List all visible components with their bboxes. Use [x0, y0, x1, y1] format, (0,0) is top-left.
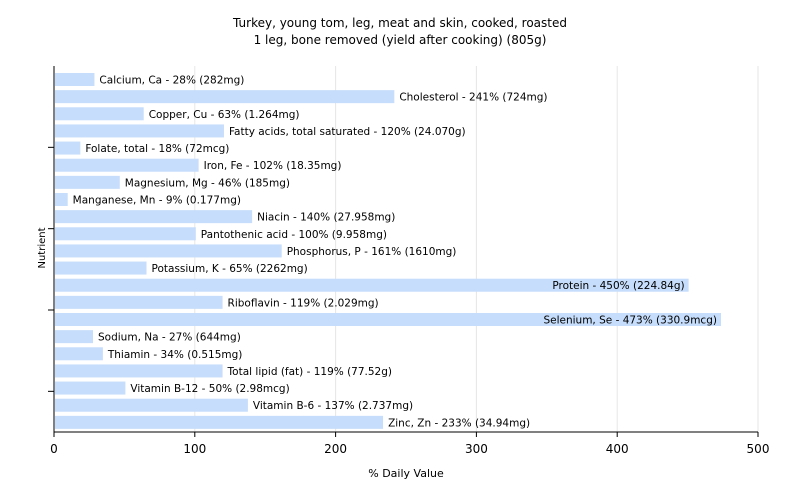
- bar-label: Riboflavin - 119% (2.029mg): [228, 297, 379, 309]
- bar: [55, 244, 282, 258]
- chart-title: Turkey, young tom, leg, meat and skin, c…: [232, 16, 567, 30]
- bar-label: Pantothenic acid - 100% (9.958mg): [201, 229, 387, 241]
- bar-label: Folate, total - 18% (72mcg): [85, 143, 229, 155]
- bar: [55, 347, 103, 361]
- bar: [55, 90, 395, 104]
- x-axis-ticks: 0 100 200 300 400 500: [50, 432, 769, 456]
- bar: [55, 295, 223, 309]
- bar-label: Zinc, Zn - 233% (34.94mg): [388, 417, 530, 429]
- bar-label: Copper, Cu - 63% (1.264mg): [149, 109, 300, 121]
- bar-label: Selenium, Se - 473% (330.9mcg): [543, 315, 717, 327]
- bar: [55, 227, 196, 241]
- bar: [55, 364, 223, 378]
- bar-label: Iron, Fe - 102% (18.35mg): [204, 160, 342, 172]
- bar: [55, 73, 95, 86]
- bar: [55, 415, 384, 429]
- axes: [48, 66, 758, 433]
- bar: [55, 124, 224, 138]
- bar-label: Sodium, Na - 27% (644mg): [98, 332, 241, 344]
- bar-label: Magnesium, Mg - 46% (185mg): [125, 177, 290, 189]
- bar: [55, 398, 248, 412]
- bar: [55, 175, 120, 189]
- bar: [55, 278, 689, 292]
- bar-label: Protein - 450% (224.84g): [552, 280, 684, 292]
- bar-label: Fatty acids, total saturated - 120% (24.…: [229, 126, 466, 138]
- bar: [55, 381, 126, 395]
- bar: [55, 193, 68, 206]
- bar-label: Cholesterol - 241% (724mg): [399, 92, 547, 104]
- bar: [55, 158, 199, 172]
- x-tick-label: 300: [465, 442, 488, 456]
- x-tick-label: 200: [324, 442, 347, 456]
- bar: [55, 210, 253, 224]
- chart-subtitle: 1 leg, bone removed (yield after cooking…: [254, 33, 547, 47]
- bar-label: Niacin - 140% (27.958mg): [257, 212, 395, 224]
- bar-label: Manganese, Mn - 9% (0.177mg): [73, 195, 241, 207]
- bar: [55, 107, 144, 121]
- bar-label: Calcium, Ca - 28% (282mg): [99, 75, 244, 87]
- bar: [55, 141, 81, 155]
- bar-labels: Calcium, Ca - 28% (282mg) Cholesterol - 2…: [73, 75, 717, 430]
- bar-label: Thiamin - 34% (0.515mg): [107, 349, 243, 361]
- bar: [55, 261, 147, 275]
- y-axis-label: Nutrient: [37, 227, 48, 268]
- bar-label: Vitamin B-6 - 137% (2.737mg): [253, 400, 413, 412]
- bars: [55, 73, 721, 429]
- bar-label: Vitamin B-12 - 50% (2.98mcg): [130, 383, 289, 395]
- x-tick-label: 400: [606, 442, 629, 456]
- bar: [55, 313, 721, 326]
- bar-label: Potassium, K - 65% (2262mg): [152, 263, 308, 275]
- bar-label: Phosphorus, P - 161% (1610mg): [287, 246, 457, 258]
- x-tick-label: 500: [747, 442, 770, 456]
- bar-label: Total lipid (fat) - 119% (77.52g): [227, 366, 392, 378]
- x-tick-label: 100: [183, 442, 206, 456]
- x-tick-label: 0: [50, 442, 58, 456]
- x-axis-label: % Daily Value: [368, 467, 444, 480]
- bar: [55, 330, 94, 344]
